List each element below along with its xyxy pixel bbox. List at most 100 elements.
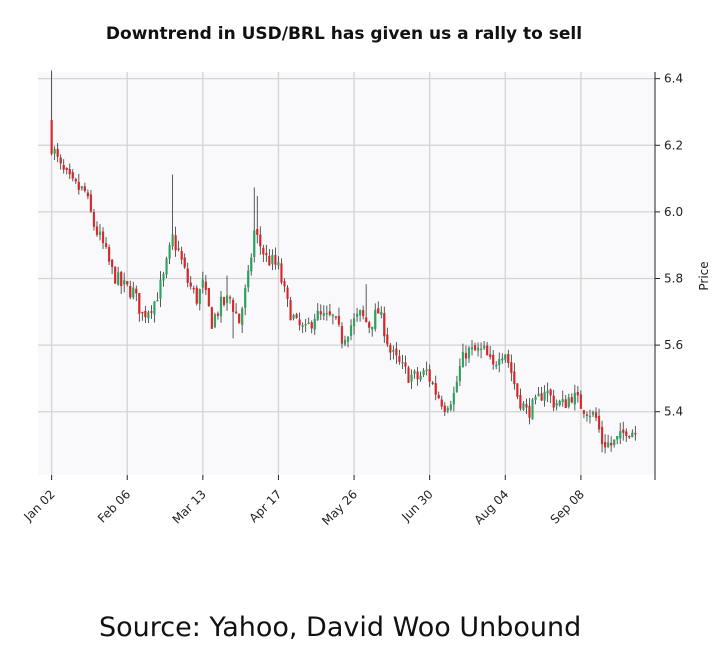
candle-body (449, 404, 452, 410)
candle-body (298, 319, 301, 326)
candle-body (162, 273, 165, 281)
y-axis-label: Price (697, 261, 711, 290)
candle-body (325, 312, 328, 315)
candle-body (159, 279, 162, 299)
candle-body (464, 352, 468, 359)
candle-body (401, 362, 404, 364)
candle-body (607, 442, 610, 447)
candle-body (104, 243, 108, 247)
candle-body (616, 436, 619, 440)
candle-body (567, 397, 570, 407)
candle-body (292, 315, 295, 319)
candle-body (304, 324, 307, 326)
candle-body (259, 234, 262, 247)
plot-background (38, 72, 655, 475)
y-tick-label: 5.4 (664, 405, 683, 419)
candle-body (144, 310, 147, 318)
candle-body (398, 356, 401, 363)
candle-body (625, 431, 628, 436)
candle-body (283, 281, 286, 287)
candle-body (522, 403, 525, 410)
candle-body (277, 262, 280, 266)
candle-body (207, 287, 210, 307)
candle-body (555, 403, 558, 406)
candle-body (504, 354, 507, 360)
candle-body (62, 164, 65, 170)
candle-body (289, 300, 292, 321)
candle-body (582, 410, 586, 414)
candle-body (473, 345, 477, 351)
candle-body (271, 254, 274, 265)
candle-body (310, 322, 313, 329)
candle-body (461, 352, 465, 368)
candle-body (434, 383, 437, 395)
candle-body (610, 442, 613, 446)
y-tick-label: 6.2 (664, 138, 683, 152)
candle-body (594, 412, 598, 418)
candle-body (198, 289, 201, 304)
chart-title: Downtrend in USD/BRL has given us a rall… (105, 24, 583, 44)
candle-body (407, 367, 410, 383)
x-tick-label: May 26 (319, 487, 360, 528)
candle-body (120, 271, 123, 287)
candle-body (419, 375, 422, 380)
candle-body (253, 230, 256, 257)
candle-body (241, 308, 244, 326)
candle-body (165, 258, 168, 275)
candle-body (359, 309, 362, 316)
candle-body (107, 247, 111, 262)
candle-body (111, 259, 114, 268)
candle-body (410, 374, 413, 382)
candle-body (365, 317, 368, 323)
candle-body (443, 405, 446, 413)
candle-body (374, 309, 377, 329)
candle-body (319, 311, 322, 315)
candle-body (576, 392, 579, 396)
candle-body (483, 345, 486, 349)
candle-body (507, 354, 510, 364)
candle-body (86, 192, 89, 197)
candle-body (322, 313, 325, 316)
candle-body (452, 393, 455, 405)
candle-body (346, 336, 350, 342)
candle-body (516, 383, 519, 397)
candle-body (489, 354, 492, 357)
y-tick-label: 6.0 (664, 205, 683, 219)
candle-body (126, 281, 129, 285)
candle-body (147, 312, 150, 319)
candle-body (83, 186, 86, 192)
candle-body (510, 362, 513, 374)
candle-body (328, 311, 331, 315)
candle-body (588, 415, 592, 418)
candle-body (386, 334, 389, 345)
candle-body (492, 354, 495, 365)
candle-body (183, 257, 186, 268)
candle-body (250, 257, 253, 272)
candle-body (446, 408, 449, 411)
candle-body (219, 296, 223, 317)
candle-body (631, 432, 634, 438)
candle-body (192, 288, 195, 290)
candle-body (174, 235, 177, 251)
candle-body (525, 404, 528, 408)
candle-body (301, 325, 304, 327)
candle-body (222, 297, 226, 305)
candle-body (80, 186, 83, 189)
candle-body (498, 359, 501, 366)
candle-body (371, 326, 374, 330)
candle-body (95, 226, 99, 235)
candle-body (210, 307, 213, 329)
candle-body (604, 442, 607, 448)
candle-body (244, 288, 247, 308)
candle-body (265, 253, 268, 256)
candle-body (150, 311, 153, 313)
candle-body (558, 401, 561, 406)
candle-body (428, 369, 431, 382)
candle-body (392, 349, 395, 352)
x-tick-label: Sep 08 (548, 487, 587, 526)
candle-body (540, 393, 543, 401)
x-tick-label: Feb 06 (95, 487, 133, 525)
x-ticks: Jan 02 Feb 06 Mar 13 Apr 17 May 26 Jun 30 Aug … (21, 475, 656, 528)
candle-body (238, 313, 241, 324)
candle-body (597, 415, 601, 430)
